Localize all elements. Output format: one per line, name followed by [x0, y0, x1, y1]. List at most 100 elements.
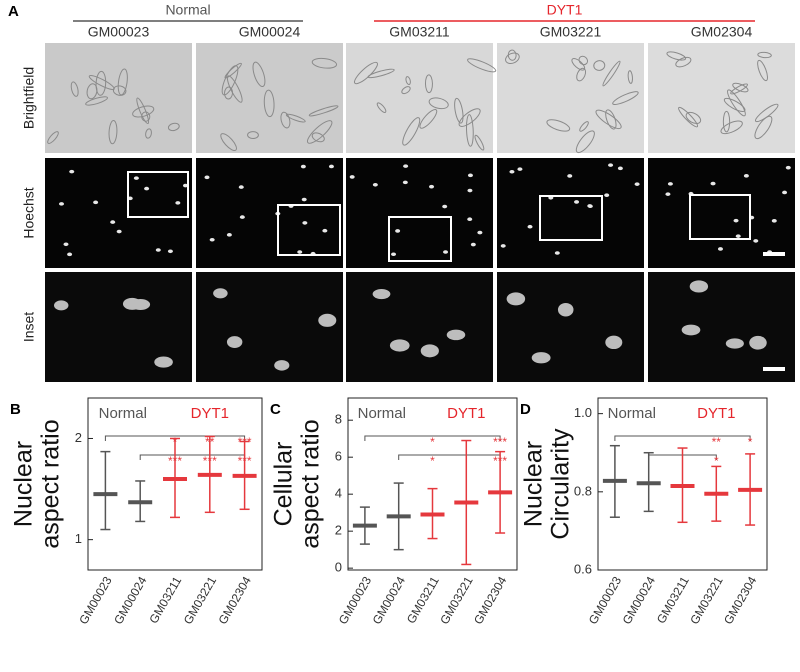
nucleus [477, 230, 483, 235]
nucleus [725, 338, 744, 349]
nucleus [442, 204, 448, 209]
cell [167, 122, 180, 132]
nucleus [175, 201, 181, 205]
cell [401, 86, 411, 95]
y-tick-label: 0 [335, 560, 342, 575]
cell [220, 133, 237, 152]
nucleus [93, 200, 99, 205]
brightfield-image [497, 43, 644, 153]
nucleus [634, 182, 640, 186]
panel-label: C [270, 401, 281, 418]
group-label: DYT1 [547, 2, 583, 18]
y-axis-title: Nuclear [520, 441, 548, 527]
brightfield-image [346, 43, 493, 153]
cell [576, 67, 587, 82]
nucleus [301, 197, 307, 202]
nucleus [116, 229, 122, 234]
nucleus [604, 193, 610, 197]
cell [280, 111, 291, 129]
y-tick-label: 2 [75, 430, 82, 445]
y-tick-label: 1.0 [574, 405, 592, 420]
significance-stars: * [430, 454, 435, 468]
cell [424, 74, 433, 94]
nucleus [402, 180, 408, 185]
nucleus [322, 228, 328, 233]
nucleus [372, 289, 391, 300]
cell [311, 132, 325, 143]
nucleus [300, 164, 306, 169]
panel-label: D [520, 401, 531, 418]
nucleus [517, 167, 523, 171]
nucleus [509, 169, 515, 174]
group-label: DYT1 [191, 405, 229, 422]
cell [224, 86, 234, 100]
row-label: Inset [21, 312, 37, 342]
y-tick-label: 6 [335, 449, 342, 464]
cell [112, 85, 127, 96]
nucleus [587, 204, 593, 208]
cell [70, 81, 79, 97]
significance-stars: ** [712, 435, 722, 449]
cell [605, 109, 617, 130]
nucleus [733, 218, 739, 223]
nucleus [133, 176, 139, 180]
nucleus [167, 249, 173, 254]
y-axis-title: aspect ratio [37, 419, 65, 548]
cell [722, 110, 731, 133]
cell [376, 102, 387, 113]
cell [593, 60, 606, 71]
nucleus [443, 250, 449, 254]
nucleus [297, 250, 303, 254]
cell [579, 121, 589, 132]
significance-stars: *** [493, 435, 507, 449]
hoechst-image [648, 158, 795, 268]
nucleus [372, 182, 378, 187]
cell [465, 114, 474, 147]
brightfield-image [196, 43, 343, 153]
nucleus [154, 356, 173, 368]
cell [727, 89, 746, 117]
y-tick-label: 0.8 [574, 483, 592, 498]
nucleus [608, 163, 614, 167]
cell [505, 52, 520, 64]
nucleus [395, 229, 401, 233]
cell [612, 91, 639, 105]
cell [454, 97, 464, 124]
nucleus [506, 292, 526, 306]
inset-image [346, 272, 493, 382]
nucleus [557, 302, 574, 317]
inset-image [648, 272, 795, 382]
nucleus [53, 300, 69, 311]
nucleus [527, 224, 533, 229]
cell [428, 97, 449, 110]
cell [578, 55, 589, 66]
nucleus [204, 175, 210, 180]
inset-box [689, 194, 751, 240]
nucleus [67, 252, 73, 257]
cell [86, 83, 98, 100]
group-label: DYT1 [697, 405, 735, 422]
cell [627, 70, 633, 84]
cell [754, 115, 773, 140]
nucleus [467, 217, 473, 222]
nucleus [130, 299, 151, 310]
nucleus [665, 192, 671, 196]
cell [224, 62, 242, 79]
cell [685, 111, 702, 125]
cell [117, 68, 128, 96]
cell [247, 131, 259, 140]
y-axis-title: aspect ratio [297, 419, 325, 548]
group-label: Normal [608, 405, 656, 422]
nucleus [743, 174, 749, 178]
panel-label: B [10, 401, 21, 418]
nucleus [318, 313, 337, 327]
cell [405, 76, 411, 85]
significance-stars: * [714, 454, 719, 468]
cell [575, 130, 595, 154]
plot-frame [87, 397, 263, 571]
nucleus [710, 181, 716, 186]
row-label: Brightfield [21, 67, 37, 129]
inset-image [497, 272, 644, 382]
cell [226, 75, 243, 103]
